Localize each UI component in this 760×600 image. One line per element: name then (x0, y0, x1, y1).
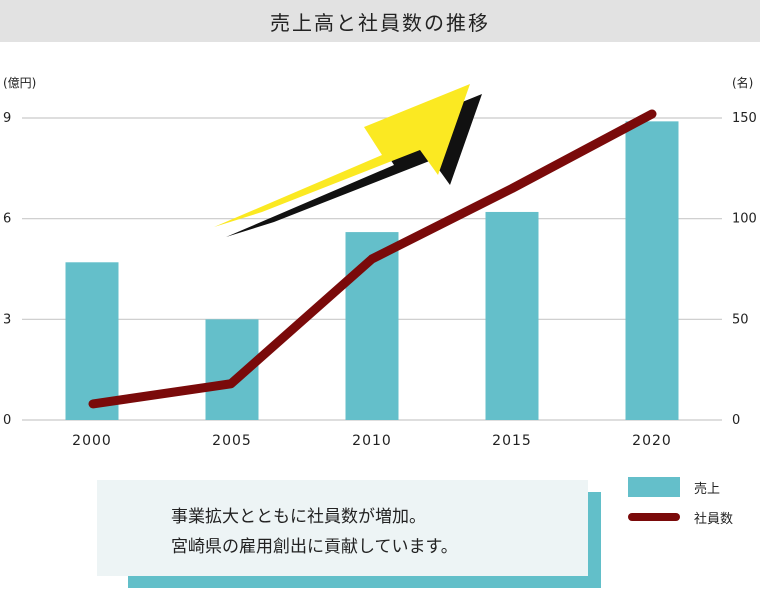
legend-swatch-line (628, 513, 680, 521)
x-axis-tick-label: 2020 (632, 433, 672, 449)
legend-item-sales: 売上 (628, 476, 758, 498)
x-axis-tick-label: 2005 (212, 433, 252, 449)
legend-swatch-bar (628, 477, 680, 497)
legend: 売上 社員数 (628, 476, 758, 536)
chart-title-bar: 売上高と社員数の推移 (0, 0, 760, 42)
right-axis-tick-label: 50 (732, 312, 749, 327)
x-axis-tick-label: 2015 (492, 433, 532, 449)
left-axis-tick-label: 0 (3, 413, 11, 428)
callout-line-2: 宮崎県の雇用創出に貢献しています。 (171, 537, 458, 557)
chart-title: 売上高と社員数の推移 (270, 10, 490, 35)
right-axis-tick-label: 0 (732, 413, 740, 428)
chart-plot: 0 3 6 9 0 50 100 150 (億円) (名) 2000 2005 2010 2015 2020 (3, 75, 757, 449)
bar-sales (625, 121, 679, 420)
left-axis-unit-label: (億円) (3, 76, 36, 90)
legend-label-employees: 社員数 (694, 511, 734, 527)
legend-label-sales: 売上 (694, 481, 721, 497)
right-axis-tick-label: 100 (732, 212, 757, 227)
right-axis-unit-label: (名) (732, 75, 753, 90)
left-axis-tick-label: 6 (3, 212, 11, 227)
left-axis-tick-label: 3 (3, 312, 11, 327)
bar-sales (65, 262, 119, 420)
callout-line-1: 事業拡大とともに社員数が増加。 (171, 507, 426, 527)
x-axis-tick-label: 2010 (352, 433, 392, 449)
bar-sales (485, 211, 539, 420)
left-axis-tick-label: 9 (3, 111, 11, 126)
legend-item-employees: 社員数 (628, 506, 758, 528)
x-axis-tick-label: 2000 (72, 433, 112, 449)
callout-box: 事業拡大とともに社員数が増加。 宮崎県の雇用創出に貢献しています。 (97, 480, 588, 576)
arrow-annotation-icon (214, 84, 470, 227)
right-axis-tick-label: 150 (732, 111, 757, 126)
